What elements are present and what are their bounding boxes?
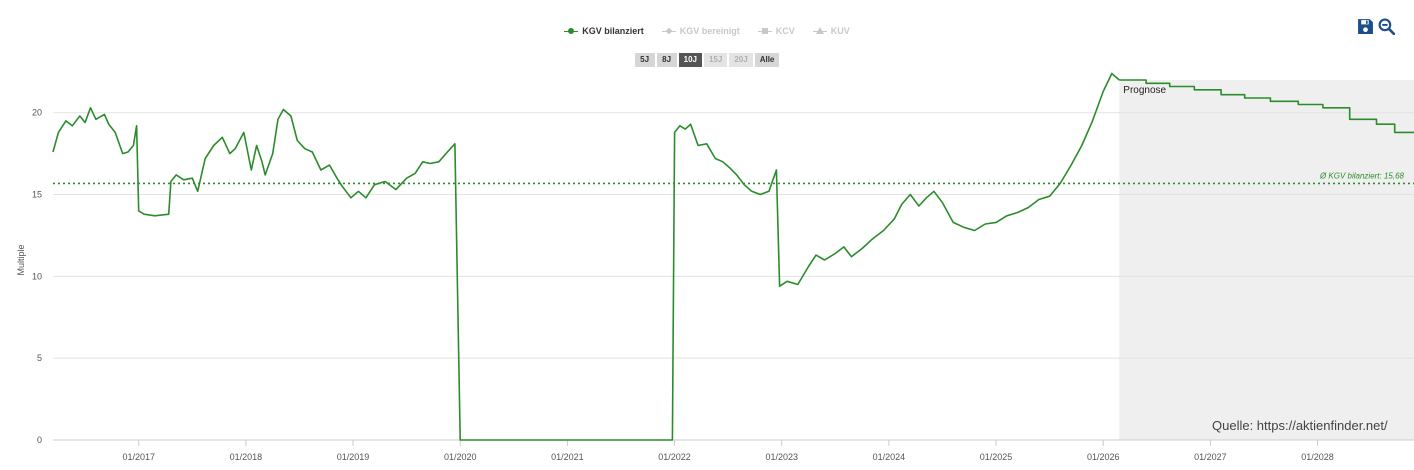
range-button-20j[interactable]: 20J (729, 53, 753, 67)
legend-item-2[interactable]: KCV (757, 22, 795, 40)
chart-legend: KGV bilanziert KGV bereinigt KCV KUV (0, 22, 1414, 40)
x-tick-label: 01/2020 (444, 452, 477, 462)
diamond-marker-icon (661, 27, 676, 35)
series-line-1 (1119, 79, 1414, 134)
legend-item-3[interactable]: KUV (812, 22, 850, 40)
forecast-area (1119, 80, 1414, 440)
x-tick-label: 01/2017 (122, 452, 155, 462)
legend-item-1[interactable]: KGV bereinigt (661, 22, 740, 40)
x-tick-label: 01/2021 (551, 452, 584, 462)
x-tick-label: 01/2019 (337, 452, 370, 462)
y-axis-title: Multiple (16, 244, 26, 275)
legend-label: KUV (830, 26, 850, 36)
save-icon[interactable] (1357, 18, 1374, 35)
circle-marker-icon (564, 27, 579, 35)
x-tick-label: 01/2022 (658, 452, 691, 462)
x-tick-label: 01/2027 (1194, 452, 1227, 462)
y-tick-label: 15 (32, 190, 42, 200)
y-tick-label: 20 (32, 108, 42, 118)
x-tick-label: 01/2018 (230, 452, 263, 462)
average-label: Ø KGV bilanziert: 15,68 (1319, 171, 1405, 180)
range-button-alle[interactable]: Alle (754, 53, 780, 67)
range-button-10j[interactable]: 10J (678, 53, 702, 67)
x-tick-label: 01/2028 (1301, 452, 1334, 462)
x-tick-label: 01/2025 (980, 452, 1013, 462)
zoom-out-icon[interactable] (1378, 18, 1395, 35)
range-button-5j[interactable]: 5J (634, 53, 655, 67)
legend-label: KGV bilanziert (582, 26, 644, 36)
legend-label: KCV (775, 26, 795, 36)
chart-toolbar (1357, 18, 1395, 35)
x-tick-label: 01/2023 (765, 452, 798, 462)
legend-item-0[interactable]: KGV bilanziert (564, 22, 644, 40)
series-line-0 (52, 72, 1120, 441)
legend-label: KGV bereinigt (679, 26, 740, 36)
y-tick-label: 0 (37, 435, 42, 445)
y-tick-label: 5 (37, 353, 42, 363)
y-tick-label: 10 (32, 271, 42, 281)
range-button-15j[interactable]: 15J (703, 53, 728, 67)
range-selector: 5J 8J 10J 15J 20J Alle (0, 53, 1414, 67)
range-button-8j[interactable]: 8J (656, 53, 677, 67)
square-marker-icon (757, 27, 772, 35)
source-label: Quelle: https://aktienfinder.net/ (1212, 418, 1388, 433)
triangle-marker-icon (812, 27, 827, 35)
x-tick-label: 01/2026 (1087, 452, 1120, 462)
x-tick-label: 01/2024 (873, 452, 906, 462)
forecast-label: Prognose (1123, 85, 1166, 96)
